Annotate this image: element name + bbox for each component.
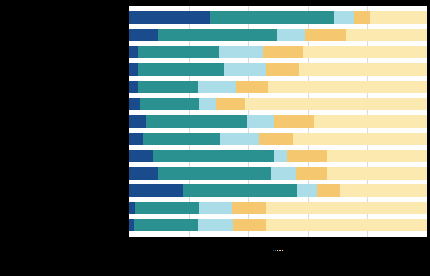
Bar	[199, 202, 231, 214]
Bar	[142, 132, 219, 145]
Bar	[129, 11, 209, 24]
Bar	[262, 46, 303, 59]
Bar	[265, 63, 298, 76]
Bar	[129, 202, 135, 214]
Bar	[353, 11, 369, 24]
Bar	[326, 150, 426, 162]
Bar	[273, 115, 313, 128]
Bar	[265, 219, 426, 232]
Bar	[231, 202, 265, 214]
Bar	[129, 115, 145, 128]
Bar	[340, 184, 426, 197]
Bar	[270, 167, 295, 180]
Bar	[135, 202, 199, 214]
Bar	[316, 184, 340, 197]
Bar	[197, 81, 236, 93]
Bar	[138, 46, 218, 59]
Bar	[157, 167, 270, 180]
Bar	[138, 63, 224, 76]
Bar	[224, 63, 265, 76]
Bar	[298, 63, 426, 76]
Bar	[129, 98, 139, 110]
Bar	[199, 98, 215, 110]
Bar	[129, 167, 157, 180]
Bar	[265, 202, 426, 214]
Bar	[258, 132, 292, 145]
Bar	[267, 81, 426, 93]
Bar	[138, 81, 197, 93]
Bar	[303, 46, 426, 59]
Bar	[129, 132, 142, 145]
Bar	[157, 29, 276, 41]
Bar	[273, 150, 286, 162]
Bar	[346, 29, 426, 41]
Bar	[218, 46, 262, 59]
Bar	[145, 115, 246, 128]
Bar	[236, 81, 267, 93]
Bar	[129, 29, 157, 41]
Bar	[246, 115, 273, 128]
Bar	[129, 46, 138, 59]
Bar	[233, 219, 265, 232]
Bar	[245, 98, 426, 110]
Bar	[297, 184, 316, 197]
Bar	[153, 150, 273, 162]
Bar	[304, 29, 346, 41]
Bar	[295, 167, 326, 180]
Bar	[209, 11, 334, 24]
Bar	[286, 150, 326, 162]
Bar	[369, 11, 426, 24]
Bar	[326, 167, 426, 180]
Bar	[129, 150, 153, 162]
Bar	[197, 219, 233, 232]
Bar	[129, 184, 182, 197]
Bar	[276, 29, 304, 41]
Bar	[139, 98, 199, 110]
Bar	[129, 63, 138, 76]
Bar	[219, 132, 258, 145]
Bar	[182, 184, 297, 197]
Bar	[334, 11, 353, 24]
Bar	[313, 115, 426, 128]
Bar	[129, 219, 133, 232]
Bar	[215, 98, 245, 110]
Bar	[129, 81, 138, 93]
Bar	[133, 219, 197, 232]
Bar	[292, 132, 426, 145]
Legend: , , , , : , , , ,	[272, 250, 283, 252]
